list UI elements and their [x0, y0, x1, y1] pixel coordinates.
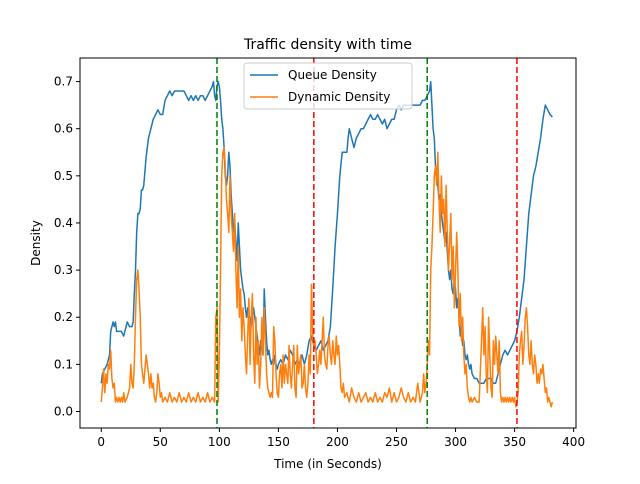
legend-box: [243, 62, 413, 110]
x-tick-label: 50: [153, 435, 168, 449]
y-tick-label: 0.4: [54, 216, 73, 230]
x-axis-label: Time (in Seconds): [273, 457, 382, 471]
x-tick-label: 300: [444, 435, 467, 449]
y-tick-label: 0.7: [54, 75, 73, 89]
x-tick-label: 400: [562, 435, 585, 449]
y-tick-label: 0.0: [54, 405, 73, 419]
series-line-dynamic-density: [100, 146, 554, 408]
x-tick-label: 250: [385, 435, 408, 449]
axes-frame: [79, 57, 577, 429]
x-axis-ticks: 0 50 100 150 200 250 300 350 400: [97, 428, 585, 449]
y-tick-label: 0.6: [54, 122, 73, 136]
x-tick-label: 0: [97, 435, 105, 449]
x-tick-label: 350: [503, 435, 526, 449]
chart-title: Traffic density with time: [243, 37, 412, 53]
legend-label-dynamic-density: Dynamic Density: [288, 90, 390, 104]
x-tick-label: 100: [208, 435, 231, 449]
legend-label-queue-density: Queue Density: [288, 68, 377, 82]
y-tick-label: 0.2: [54, 310, 73, 324]
legend: Queue Density Dynamic Density: [243, 62, 413, 110]
plot-area: [100, 58, 554, 428]
y-tick-label: 0.3: [54, 263, 73, 277]
y-tick-label: 0.5: [54, 169, 73, 183]
x-tick-label: 200: [326, 435, 349, 449]
x-tick-label: 150: [267, 435, 290, 449]
y-tick-label: 0.1: [54, 357, 73, 371]
y-axis-ticks: 0.0 0.1 0.2 0.3 0.4 0.5 0.6 0.7: [54, 75, 80, 419]
y-axis-label: Density: [29, 220, 43, 266]
